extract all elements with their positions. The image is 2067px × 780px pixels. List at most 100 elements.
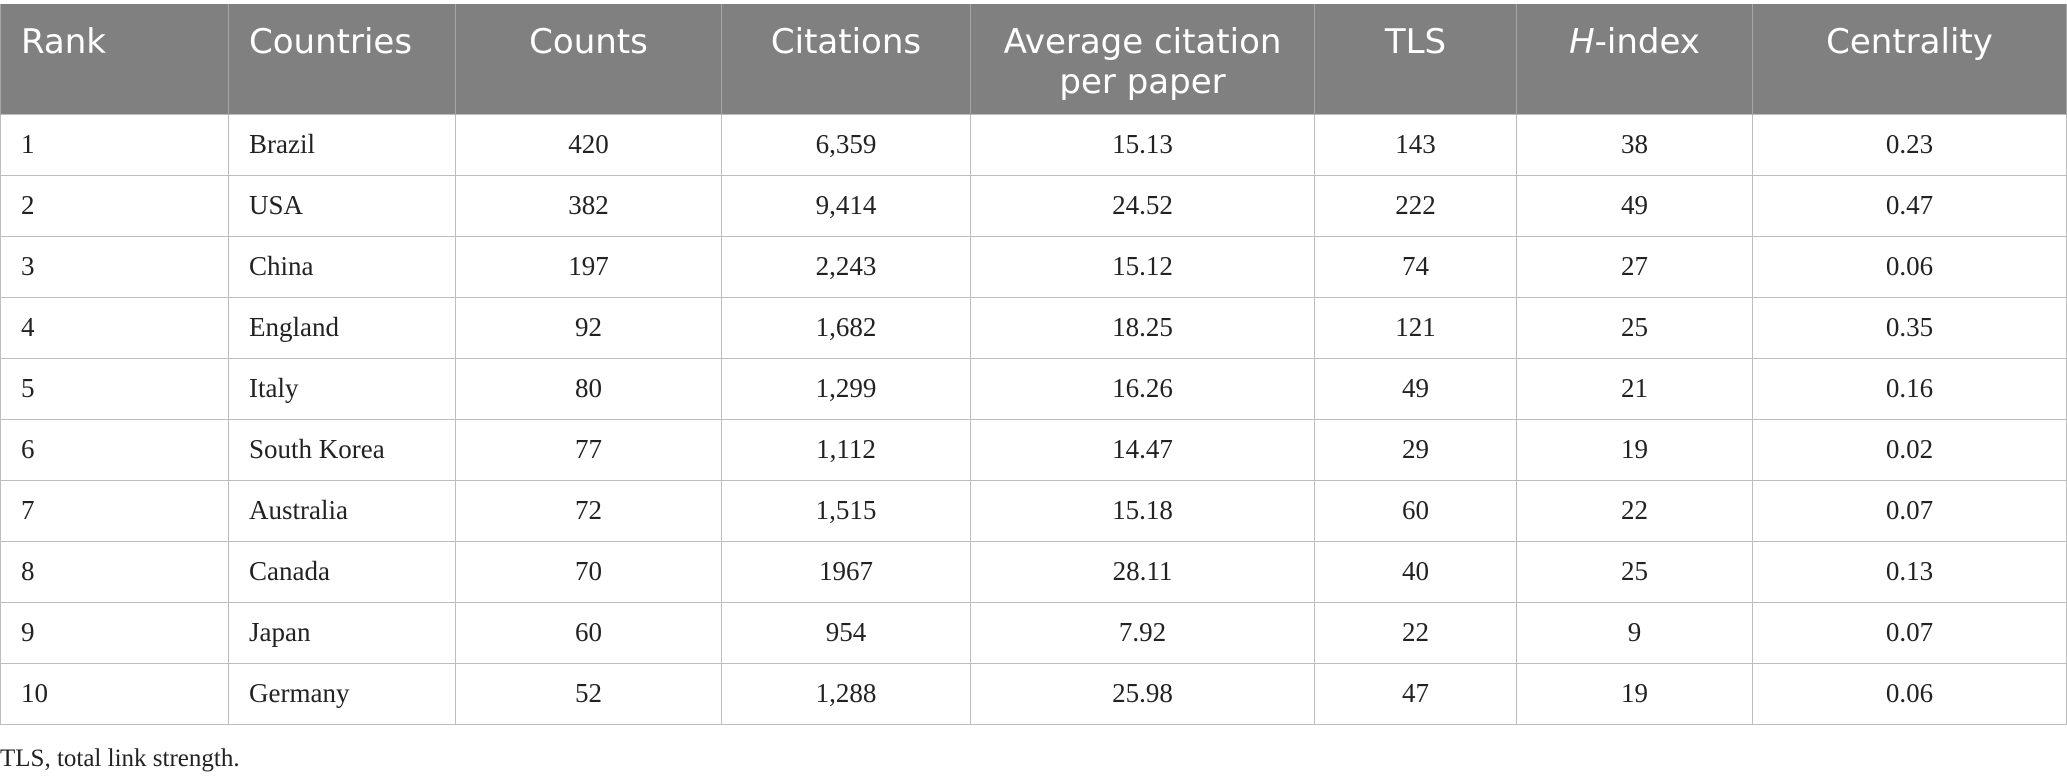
cell-average-citation: 15.12: [970, 235, 1315, 298]
table-row: 7 Australia 72 1,515 15.18 60 22 0.07: [0, 479, 2067, 542]
table-row: 6 South Korea 77 1,112 14.47 29 19 0.02: [0, 418, 2067, 481]
table-row: 2 USA 382 9,414 24.52 222 49 0.47: [0, 174, 2067, 237]
table-row: 1 Brazil 420 6,359 15.13 143 38 0.23: [0, 113, 2067, 176]
cell-citations: 1,299: [721, 357, 971, 420]
cell-centrality: 0.13: [1752, 540, 2067, 603]
table-row: 8 Canada 70 1967 28.11 40 25 0.13: [0, 540, 2067, 603]
cell-average-citation: 24.52: [970, 174, 1315, 237]
cell-average-citation: 28.11: [970, 540, 1315, 603]
cell-h-index: 9: [1516, 601, 1753, 664]
cell-h-index: 27: [1516, 235, 1753, 298]
header-countries: Countries: [228, 4, 456, 114]
cell-citations: 1,288: [721, 662, 971, 725]
cell-citations: 1,682: [721, 296, 971, 359]
cell-rank: 10: [0, 662, 229, 725]
cell-average-citation: 14.47: [970, 418, 1315, 481]
cell-country: England: [228, 296, 456, 359]
cell-country: Germany: [228, 662, 456, 725]
table-row: 3 China 197 2,243 15.12 74 27 0.06: [0, 235, 2067, 298]
cell-counts: 92: [455, 296, 722, 359]
cell-average-citation: 18.25: [970, 296, 1315, 359]
header-counts: Counts: [455, 4, 722, 114]
cell-country: South Korea: [228, 418, 456, 481]
cell-counts: 420: [455, 113, 722, 176]
cell-tls: 47: [1314, 662, 1517, 725]
cell-tls: 60: [1314, 479, 1517, 542]
cell-centrality: 0.23: [1752, 113, 2067, 176]
cell-country: Brazil: [228, 113, 456, 176]
cell-counts: 52: [455, 662, 722, 725]
cell-tls: 222: [1314, 174, 1517, 237]
cell-average-citation: 15.13: [970, 113, 1315, 176]
cell-average-citation: 15.18: [970, 479, 1315, 542]
cell-rank: 2: [0, 174, 229, 237]
cell-citations: 954: [721, 601, 971, 664]
cell-h-index: 38: [1516, 113, 1753, 176]
cell-citations: 9,414: [721, 174, 971, 237]
cell-citations: 1967: [721, 540, 971, 603]
cell-citations: 6,359: [721, 113, 971, 176]
cell-tls: 121: [1314, 296, 1517, 359]
cell-rank: 1: [0, 113, 229, 176]
cell-h-index: 25: [1516, 296, 1753, 359]
country-ranking-table: Rank Countries Counts Citations Average …: [0, 4, 2067, 725]
cell-centrality: 0.06: [1752, 662, 2067, 725]
cell-average-citation: 16.26: [970, 357, 1315, 420]
header-rank: Rank: [0, 4, 229, 114]
cell-country: Italy: [228, 357, 456, 420]
cell-citations: 2,243: [721, 235, 971, 298]
cell-h-index: 25: [1516, 540, 1753, 603]
cell-rank: 4: [0, 296, 229, 359]
cell-tls: 40: [1314, 540, 1517, 603]
header-row: Rank Countries Counts Citations Average …: [0, 4, 2067, 114]
cell-tls: 143: [1314, 113, 1517, 176]
table-body: 1 Brazil 420 6,359 15.13 143 38 0.23 2 USA 382 9,41…: [0, 113, 2067, 725]
cell-counts: 72: [455, 479, 722, 542]
header-h-index: H-index: [1516, 4, 1753, 114]
header-centrality: Centrality: [1752, 4, 2067, 114]
header-tls: TLS: [1314, 4, 1517, 114]
table-footnote: TLS, total link strength.: [0, 745, 240, 772]
cell-centrality: 0.47: [1752, 174, 2067, 237]
table-row: 5 Italy 80 1,299 16.26 49 21 0.16: [0, 357, 2067, 420]
cell-citations: 1,112: [721, 418, 971, 481]
header-average-line2: per paper: [1059, 62, 1226, 102]
cell-h-index: 19: [1516, 662, 1753, 725]
cell-rank: 7: [0, 479, 229, 542]
cell-tls: 29: [1314, 418, 1517, 481]
cell-rank: 5: [0, 357, 229, 420]
cell-counts: 60: [455, 601, 722, 664]
cell-citations: 1,515: [721, 479, 971, 542]
header-average-citation: Average citation per paper: [970, 4, 1315, 114]
cell-tls: 74: [1314, 235, 1517, 298]
cell-counts: 77: [455, 418, 722, 481]
cell-country: Canada: [228, 540, 456, 603]
cell-country: China: [228, 235, 456, 298]
cell-counts: 70: [455, 540, 722, 603]
header-average-line1: Average citation: [1003, 22, 1282, 62]
table-row: 10 Germany 52 1,288 25.98 47 19 0.06: [0, 662, 2067, 725]
header-citations: Citations: [721, 4, 971, 114]
cell-tls: 22: [1314, 601, 1517, 664]
cell-average-citation: 7.92: [970, 601, 1315, 664]
table-row: 4 England 92 1,682 18.25 121 25 0.35: [0, 296, 2067, 359]
cell-h-index: 22: [1516, 479, 1753, 542]
cell-h-index: 49: [1516, 174, 1753, 237]
cell-centrality: 0.35: [1752, 296, 2067, 359]
cell-rank: 3: [0, 235, 229, 298]
cell-rank: 9: [0, 601, 229, 664]
cell-h-index: 19: [1516, 418, 1753, 481]
cell-rank: 6: [0, 418, 229, 481]
table-header: Rank Countries Counts Citations Average …: [0, 4, 2067, 114]
table-container: Rank Countries Counts Citations Average …: [0, 4, 2067, 725]
cell-centrality: 0.06: [1752, 235, 2067, 298]
cell-counts: 197: [455, 235, 722, 298]
table-row: 9 Japan 60 954 7.92 22 9 0.07: [0, 601, 2067, 664]
cell-counts: 382: [455, 174, 722, 237]
cell-centrality: 0.16: [1752, 357, 2067, 420]
cell-country: USA: [228, 174, 456, 237]
cell-tls: 49: [1314, 357, 1517, 420]
cell-country: Australia: [228, 479, 456, 542]
header-h-rest: -index: [1594, 22, 1700, 62]
cell-average-citation: 25.98: [970, 662, 1315, 725]
